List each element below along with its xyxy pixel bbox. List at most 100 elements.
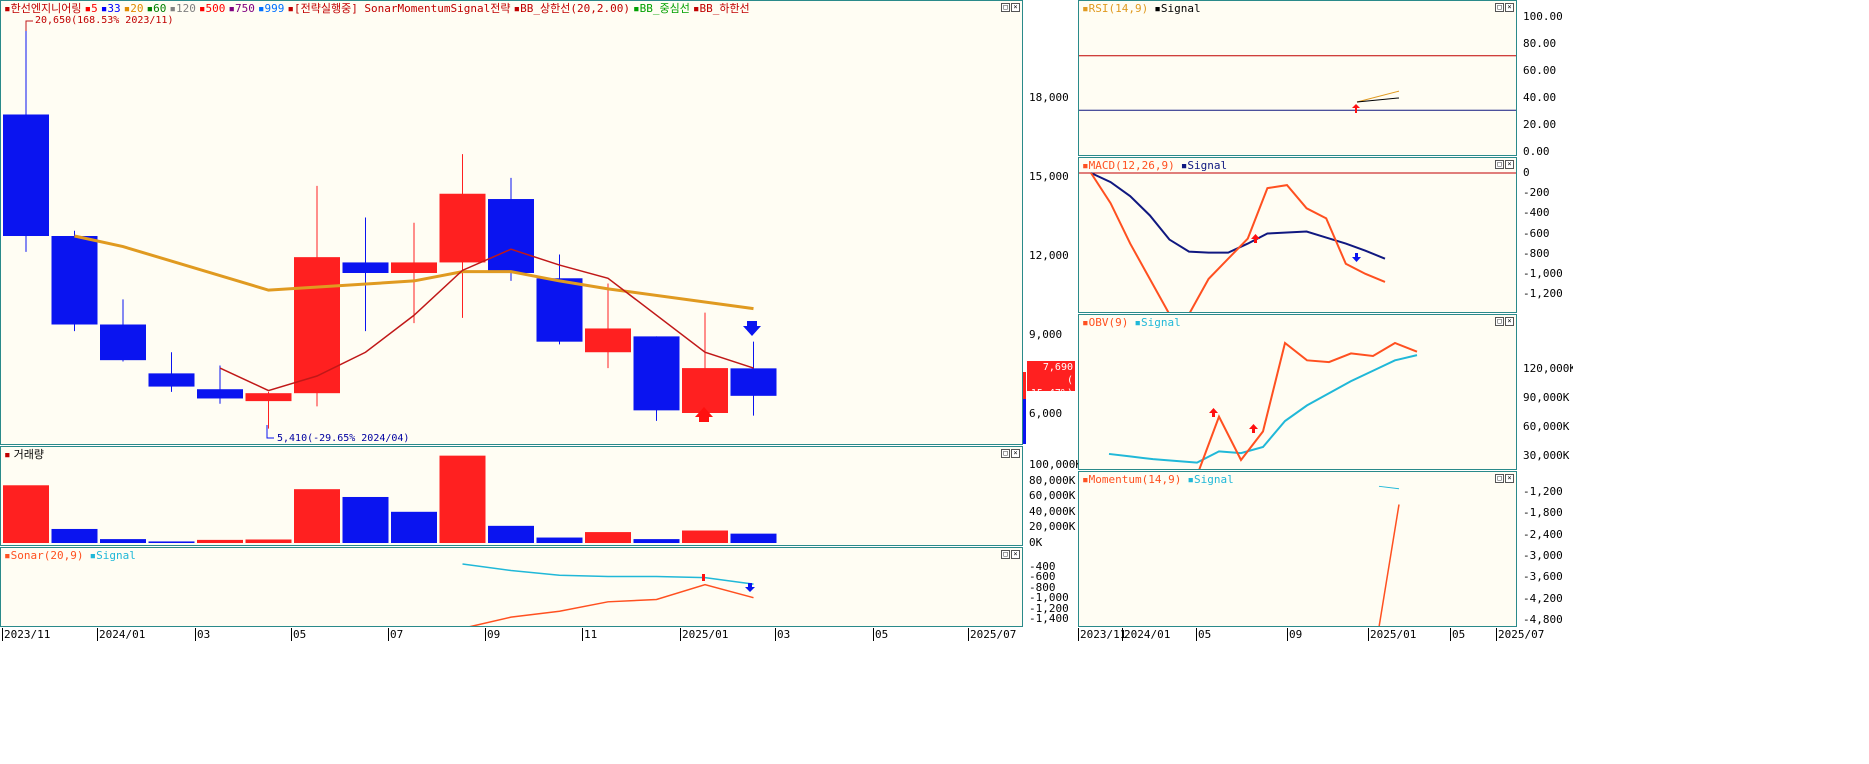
momentum-axis: -1,200 -1,800 -2,400 -3,000 -3,600 -4,200 -4,8… xyxy=(1517,471,1573,627)
volume-panel-title: ▪ 거래량 xyxy=(4,448,44,461)
legend-item: ▪60 xyxy=(146,2,167,15)
panel-window-buttons: □ × xyxy=(1495,160,1514,169)
sonar-tick-label: -1,000 xyxy=(1029,591,1069,605)
sonar-tick-label: -1,400 xyxy=(1029,612,1069,625)
x-tick-label: 05 xyxy=(1450,628,1466,641)
panel-window-buttons: □ × xyxy=(1001,449,1020,458)
legend-item: ▪20 xyxy=(123,2,144,15)
rsi-signal-line xyxy=(1356,97,1400,103)
volume-tick-label: 100,000K xyxy=(1029,458,1082,471)
x-tick-label: 03 xyxy=(775,628,791,641)
price-chart-panel[interactable]: ▪한선엔지니어링 ▪5 ▪33 ▪20 ▪60 ▪120 ▪500 ▪750 ▪999 ▪[전략실… xyxy=(0,0,1023,445)
close-icon[interactable]: × xyxy=(1011,3,1020,12)
price-axis: 18,000 15,000 12,000 9,000 6,000 7,690 ( 15.… xyxy=(1023,0,1078,445)
rsi-chart-canvas xyxy=(1079,55,1516,113)
macd-chart-canvas xyxy=(1079,172,1516,312)
vertical-divider xyxy=(1573,0,1869,764)
x-tick-label: 03 xyxy=(195,628,211,641)
maximize-icon[interactable]: □ xyxy=(1001,449,1010,458)
volume-tick-label: 40,000K xyxy=(1029,504,1076,518)
legend-item: ▪한선엔지니어링 xyxy=(4,2,82,15)
rsi-tick-label: 0.00 xyxy=(1523,145,1550,158)
volume-bar xyxy=(100,539,146,543)
x-tick-label: 07 xyxy=(388,628,404,641)
panel-window-buttons: □ × xyxy=(1495,474,1514,483)
x-tick-label: 2025/07 xyxy=(968,628,1017,641)
volume-bar xyxy=(730,533,777,543)
rsi-tick-label: 60.00 xyxy=(1523,64,1557,77)
close-icon[interactable]: × xyxy=(1011,550,1020,559)
obv-panel[interactable]: ▪OBV(9) ▪Signal □ × xyxy=(1078,314,1517,470)
volume-bar xyxy=(585,532,631,543)
price-tick-label: 18,000 xyxy=(1029,91,1069,104)
macd-panel[interactable]: ▪MACD(12,26,9) ▪Signal □ × xyxy=(1078,157,1517,313)
time-axis-left: 2023/11 2024/01 03 05 07 09 11 2025/01 03 05 2025/… xyxy=(0,627,1078,664)
rsi-line xyxy=(1356,90,1400,103)
high-price-label: 20,650(168.53% 2023/11) xyxy=(35,15,174,26)
legend-item: ▪BB_상한선(20,2.00) xyxy=(513,2,630,15)
rsi-tick-label: 20.00 xyxy=(1523,118,1557,131)
price-tick-label: 9,000 xyxy=(1029,328,1063,341)
buy-signal-arrow-icon xyxy=(695,407,713,422)
close-icon[interactable]: × xyxy=(1505,474,1514,483)
price-tick-label: 15,000 xyxy=(1029,170,1069,183)
momentum-tick-label: -2,400 xyxy=(1523,527,1563,541)
close-icon[interactable]: × xyxy=(1011,449,1020,458)
sonar-axis: -400 -600 -800 -1,000 -1,200 -1,400 xyxy=(1023,547,1078,627)
momentum-signal-line xyxy=(1378,485,1400,490)
sonar-buy-marker xyxy=(702,574,705,581)
x-tick-label: 05 xyxy=(291,628,307,641)
macd-tick-label: -400 xyxy=(1523,206,1550,220)
close-icon[interactable]: × xyxy=(1505,3,1514,12)
x-tick-label: 2024/01 xyxy=(97,628,146,641)
close-icon[interactable]: × xyxy=(1505,160,1514,169)
close-icon[interactable]: × xyxy=(1505,317,1514,326)
panel-window-buttons: □ × xyxy=(1495,317,1514,326)
panel-window-buttons: □ × xyxy=(1495,3,1514,12)
legend-item: ▪5 xyxy=(84,2,98,15)
momentum-tick-label: -4,800 xyxy=(1523,612,1563,626)
x-tick-label: 2023/11 xyxy=(2,628,51,641)
x-tick-label: 2025/01 xyxy=(1368,628,1417,641)
sonar-panel-title: ▪Sonar(20,9) ▪Signal xyxy=(4,549,136,562)
maximize-icon[interactable]: □ xyxy=(1495,3,1504,12)
obv-panel-title: ▪OBV(9) ▪Signal xyxy=(1082,316,1181,329)
legend-item: ▪999 xyxy=(257,2,285,15)
sonar-panel[interactable]: ▪Sonar(20,9) ▪Signal □ × xyxy=(0,547,1023,627)
maximize-icon[interactable]: □ xyxy=(1001,3,1010,12)
volume-bar xyxy=(536,537,583,543)
price-chart-canvas xyxy=(3,20,777,439)
x-tick-label: 05 xyxy=(873,628,889,641)
volume-panel[interactable]: ▪ 거래량 □ × xyxy=(0,446,1023,546)
sonar-signal-line xyxy=(462,563,754,585)
sonar-tick-label: -1,200 xyxy=(1029,601,1069,615)
macd-tick-label: -1,200 xyxy=(1523,287,1563,301)
legend-item: ▪120 xyxy=(169,2,196,15)
maximize-icon[interactable]: □ xyxy=(1001,550,1010,559)
momentum-panel[interactable]: ▪Momentum(14,9) ▪Signal □ × xyxy=(1078,471,1517,627)
maximize-icon[interactable]: □ xyxy=(1495,474,1504,483)
current-price-tag: 7,690 ( 15.47%) xyxy=(1027,361,1075,399)
volume-tick-label: 80,000K xyxy=(1029,473,1076,487)
rsi-buy-arrow-icon xyxy=(1352,104,1360,113)
candle-body xyxy=(633,336,680,411)
volume-bar xyxy=(682,530,728,543)
legend-item: ▪BB_중심선 xyxy=(632,2,690,15)
maximize-icon[interactable]: □ xyxy=(1495,317,1504,326)
high-pointer xyxy=(25,20,33,31)
panel-window-buttons: □ × xyxy=(1001,3,1020,12)
price-chart-legend: ▪한선엔지니어링 ▪5 ▪33 ▪20 ▪60 ▪120 ▪500 ▪750 ▪999 ▪[전략실… xyxy=(4,2,753,15)
x-tick-label: 2025/01 xyxy=(680,628,729,641)
x-tick-label: 2025/07 xyxy=(1496,628,1545,641)
candle-body xyxy=(294,257,340,394)
candle-body xyxy=(148,373,195,387)
macd-tick-label: 0 xyxy=(1523,166,1530,179)
volume-tick-label: 60,000K xyxy=(1029,489,1076,502)
macd-panel-title: ▪MACD(12,26,9) ▪Signal xyxy=(1082,159,1228,172)
volume-bar xyxy=(439,455,486,543)
rsi-tick-label: 40.00 xyxy=(1523,91,1557,104)
rsi-panel[interactable]: ▪RSI(14,9) ▪Signal □ × xyxy=(1078,0,1517,156)
momentum-tick-label: -3,000 xyxy=(1523,548,1563,562)
maximize-icon[interactable]: □ xyxy=(1495,160,1504,169)
